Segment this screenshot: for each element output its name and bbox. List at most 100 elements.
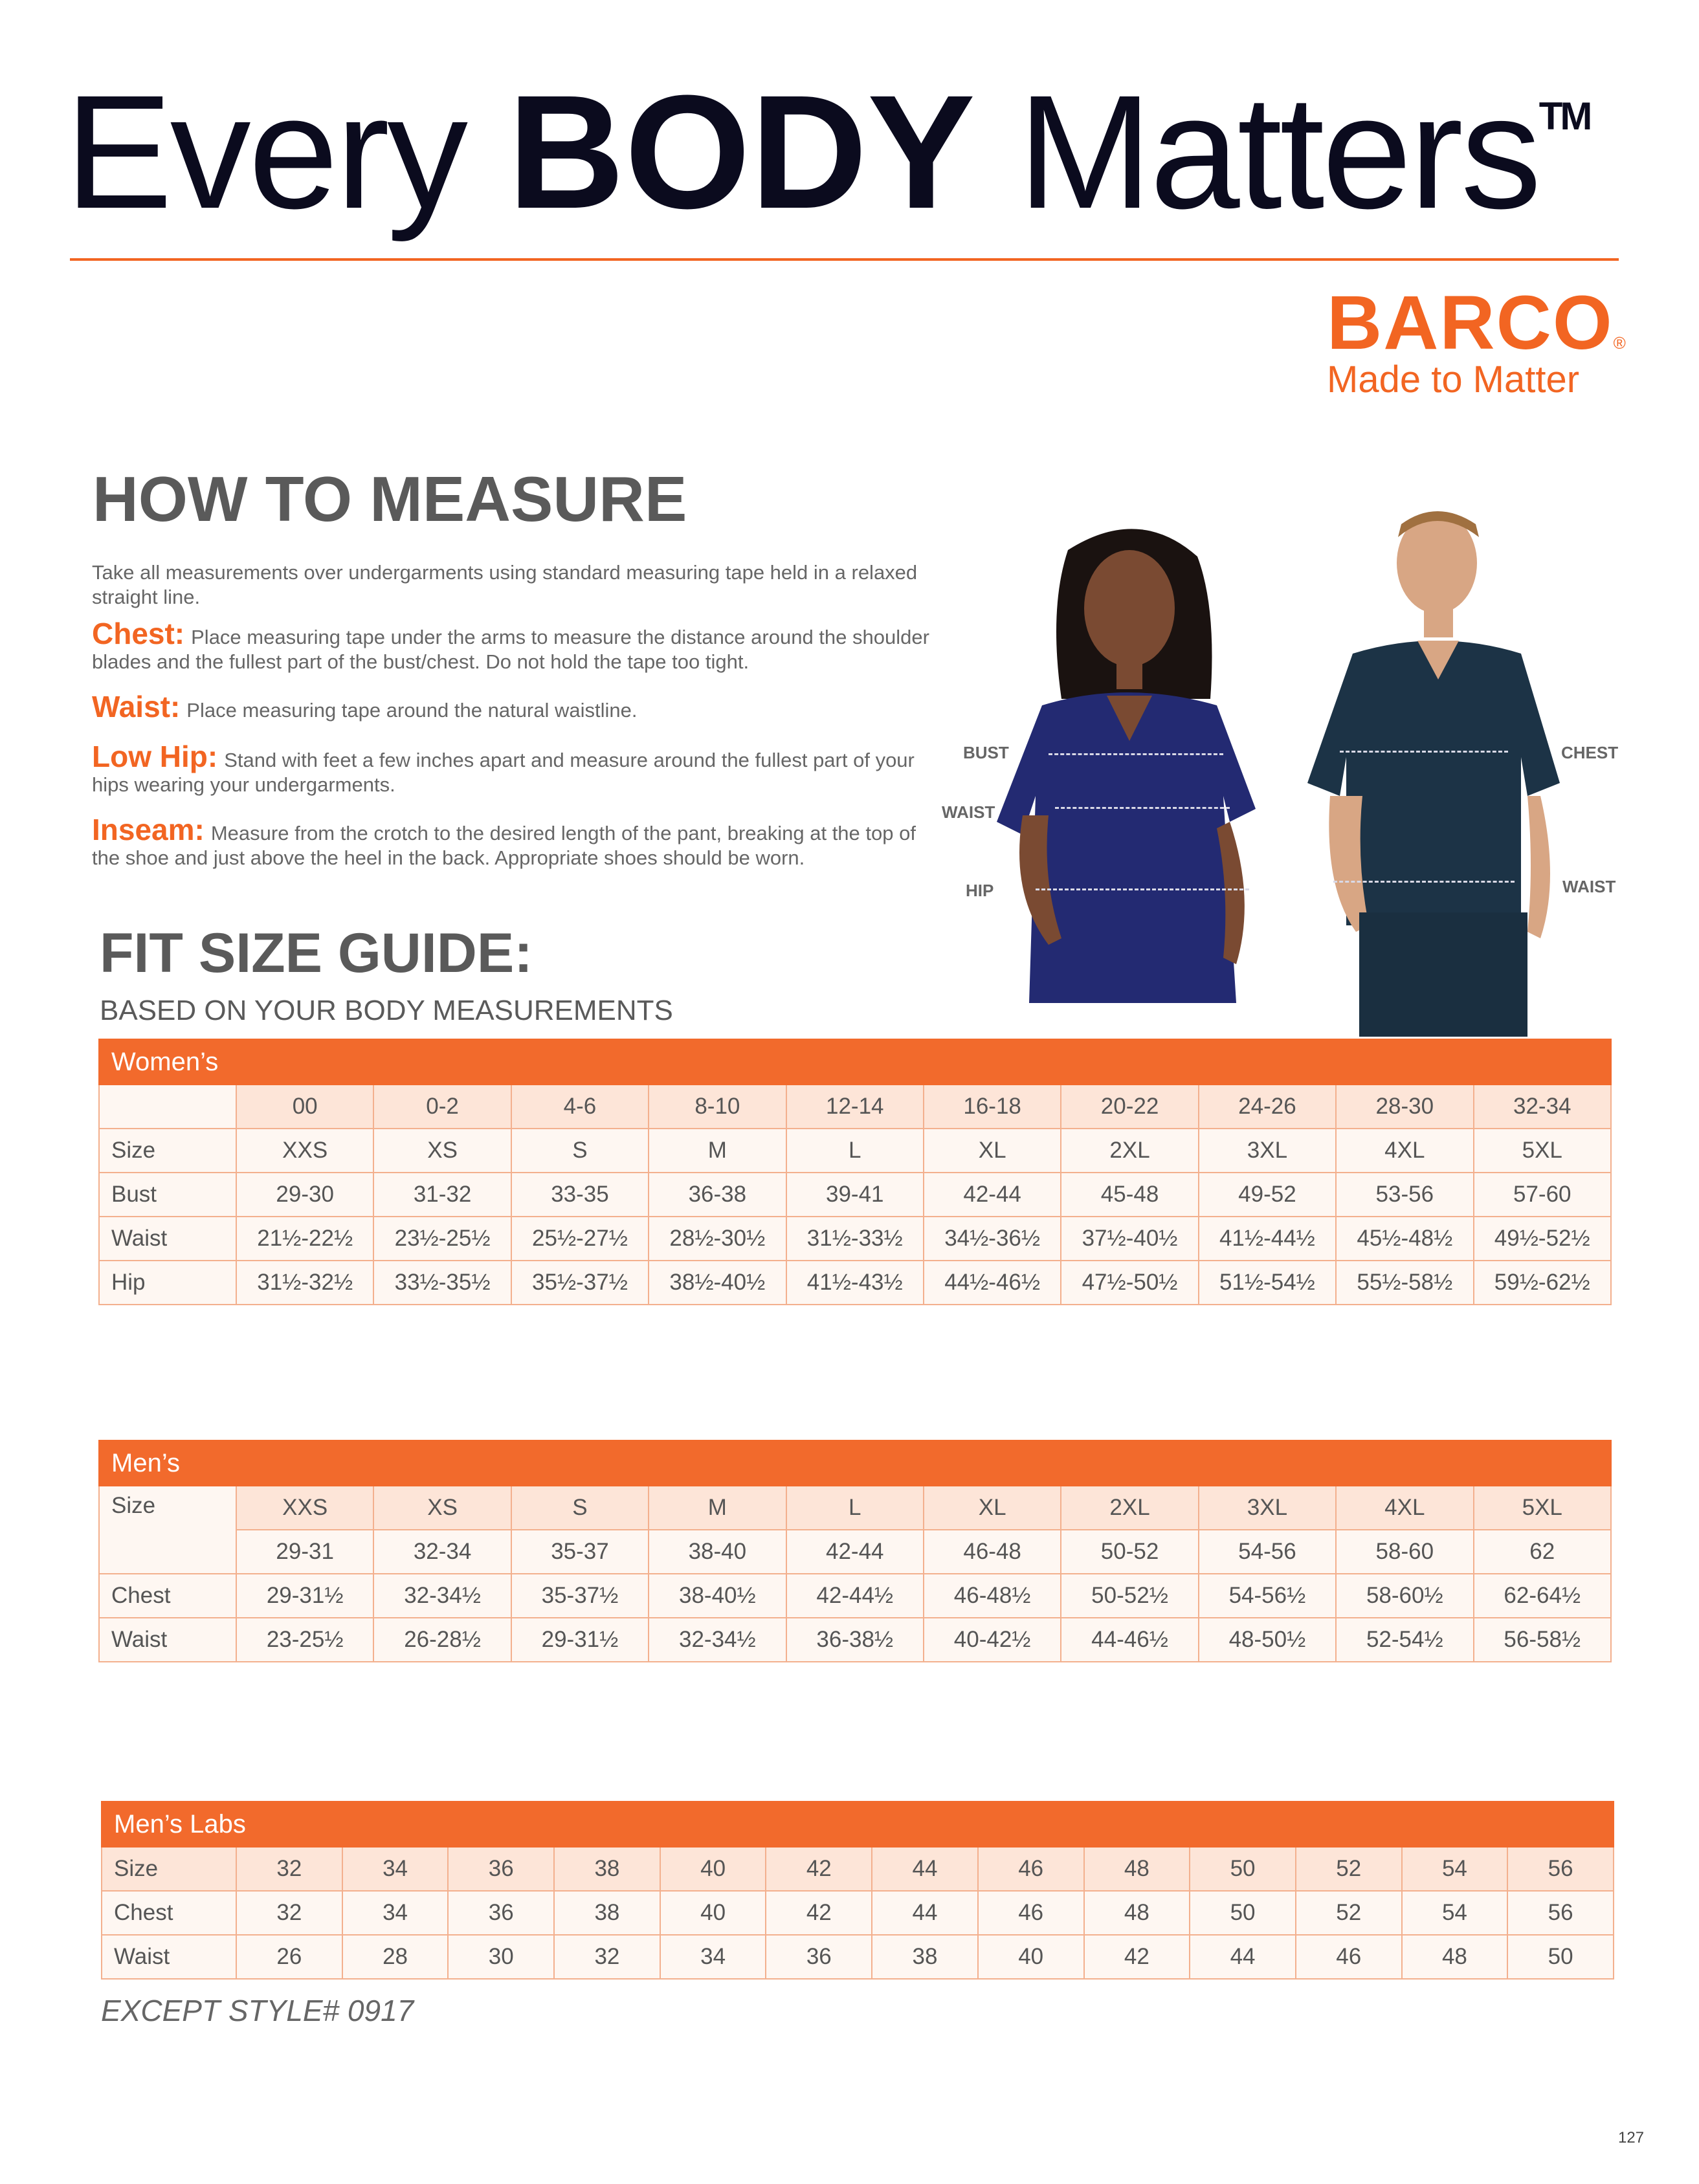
table-cell: 45½-48½ <box>1335 1216 1474 1261</box>
instruction-text: Place measuring tape around the natural … <box>186 699 638 722</box>
table-cell: 33-35 <box>510 1172 650 1217</box>
table-cell: 4-6 <box>510 1084 650 1129</box>
table-cell: M <box>648 1128 787 1173</box>
table-cell: 50 <box>1189 1846 1296 1892</box>
row-label: Hip <box>98 1260 237 1305</box>
table-cell: 33½-35½ <box>373 1260 512 1305</box>
table-cell: 34½-36½ <box>922 1216 1062 1261</box>
table-row: Chest 32 34 36 38 40 42 44 46 48 50 52 54 56 <box>101 1890 1614 1936</box>
title-matters: Matters <box>1017 61 1541 242</box>
table-cell: 46 <box>977 1846 1085 1892</box>
divider <box>70 258 1619 261</box>
table-cell: 29-31 <box>235 1529 375 1574</box>
title-body: BODY <box>507 61 975 242</box>
table-cell: 30 <box>447 1934 555 1980</box>
table-cell: 32-34 <box>373 1529 512 1574</box>
table-cell: 38-40½ <box>648 1573 787 1618</box>
waist-line-men <box>1333 881 1515 883</box>
table-cell: XL <box>922 1128 1062 1173</box>
table-cell: 35-37½ <box>510 1573 650 1618</box>
table-cell: 55½-58½ <box>1335 1260 1474 1305</box>
table-cell: 4XL <box>1335 1128 1474 1173</box>
table-cell: 0-2 <box>373 1084 512 1129</box>
table-cell: 42-44 <box>922 1172 1062 1217</box>
table-cell: 40 <box>977 1934 1085 1980</box>
hip-line <box>1036 888 1249 890</box>
table-cell: 35-37 <box>510 1529 650 1574</box>
brand-logo: BARCO® <box>1327 285 1627 361</box>
waist-label-women: WAIST <box>942 802 995 822</box>
table-cell: 45-48 <box>1060 1172 1199 1217</box>
table-cell: 42-44 <box>785 1529 924 1574</box>
instruction-key: Chest: <box>92 617 185 650</box>
models-photo <box>997 511 1560 1037</box>
table-cell: 51½-54½ <box>1197 1260 1337 1305</box>
table-cell: S <box>510 1128 650 1173</box>
table-cell: 32-34 <box>1472 1084 1612 1129</box>
table-cell: 36-38 <box>648 1172 787 1217</box>
table-cell: 8-10 <box>648 1084 787 1129</box>
table-cell: 57-60 <box>1472 1172 1612 1217</box>
table-cell: 2XL <box>1060 1128 1199 1173</box>
table-cell: 20-22 <box>1060 1084 1199 1129</box>
instruction-key: Waist: <box>92 690 181 723</box>
table-cell: XXS <box>235 1128 375 1173</box>
table-cell: 28 <box>341 1934 449 1980</box>
table-cell: 5XL <box>1472 1485 1612 1530</box>
table-row: Waist 21½-22½ 23½-25½ 25½-27½ 28½-30½ 31½-33½… <box>98 1216 1612 1261</box>
table-cell: 44-46½ <box>1060 1617 1199 1662</box>
instruction-key: Inseam: <box>92 813 205 846</box>
table-cell: 48 <box>1083 1890 1191 1936</box>
table-cell: 32-34½ <box>648 1617 787 1662</box>
brand-name: BARCO <box>1327 280 1614 366</box>
footnote: EXCEPT STYLE# 0917 <box>101 1994 414 2027</box>
bust-label: BUST <box>963 743 1009 762</box>
table-cell: 40 <box>659 1890 767 1936</box>
table-cell: 59½-62½ <box>1472 1260 1612 1305</box>
table-cell: 31½-32½ <box>235 1260 375 1305</box>
waist-line-women <box>1055 807 1230 809</box>
table-cell: 44 <box>871 1846 979 1892</box>
table-cell: 56 <box>1507 1846 1614 1892</box>
table-row: Size XXS XS S M L XL 2XL 3XL 4XL 5XL <box>98 1128 1612 1173</box>
table-cell: 5XL <box>1472 1128 1612 1173</box>
table-cell: 49-52 <box>1197 1172 1337 1217</box>
table-cell: 35½-37½ <box>510 1260 650 1305</box>
table-cell: 50 <box>1189 1890 1296 1936</box>
table-cell: 34 <box>341 1846 449 1892</box>
table-row: Chest 29-31½ 32-34½ 35-37½ 38-40½ 42-44½ 46-48… <box>98 1573 1612 1618</box>
table-row: 29-31 32-34 35-37 38-40 42-44 46-48 50-52 54-56… <box>99 1529 1612 1574</box>
table-title-row: Men’s <box>98 1440 1612 1486</box>
hip-instruction: Low Hip: Stand with feet a few inches apa… <box>92 742 940 797</box>
table-cell: 50-52 <box>1060 1529 1199 1574</box>
table-cell: 42-44½ <box>785 1573 924 1618</box>
table-cell: 42 <box>1083 1934 1191 1980</box>
table-cell: 46-48 <box>922 1529 1062 1574</box>
brand-tagline: Made to Matter <box>1327 358 1580 401</box>
table-cell: XXS <box>235 1485 375 1530</box>
table-row: Hip 31½-32½ 33½-35½ 35½-37½ 38½-40½ 41½-43½ 44… <box>98 1260 1612 1305</box>
table-row: Waist 23-25½ 26-28½ 29-31½ 32-34½ 36-38½ 40-42… <box>98 1617 1612 1662</box>
table-cell: 00 <box>235 1084 375 1129</box>
page-title: Every BODY MattersTM <box>65 71 1592 233</box>
table-cell: 50-52½ <box>1060 1573 1199 1618</box>
mens-labs-size-table: Men’s Labs Size 32 34 36 38 40 42 44 46 48 50 52 54 56… <box>101 1801 1614 1980</box>
table-cell: 24-26 <box>1197 1084 1337 1129</box>
table-cell: 48 <box>1401 1934 1509 1980</box>
instruction-text: Place measuring tape under the arms to m… <box>92 626 929 673</box>
table-cell: 12-14 <box>785 1084 924 1129</box>
row-label: Chest <box>101 1890 237 1936</box>
table-cell: 39-41 <box>785 1172 924 1217</box>
table-cell: 29-31½ <box>235 1573 375 1618</box>
table-row: Size XXS XS S M L XL 2XL 3XL 4XL 5XL <box>98 1485 1612 1574</box>
row-label: Chest <box>98 1573 237 1618</box>
table-title-row: Men’s Labs <box>101 1801 1614 1848</box>
table-cell: 34 <box>659 1934 767 1980</box>
table-cell: 29-30 <box>235 1172 375 1217</box>
table-row: Bust 29-30 31-32 33-35 36-38 39-41 42-44 45-48 4… <box>98 1172 1612 1217</box>
table-cell: 62 <box>1472 1529 1612 1574</box>
table-cell: 52 <box>1294 1846 1403 1892</box>
table-cell: 58-60½ <box>1335 1573 1474 1618</box>
table-title: Men’s Labs <box>101 1801 1614 1848</box>
table-cell: L <box>785 1128 924 1173</box>
